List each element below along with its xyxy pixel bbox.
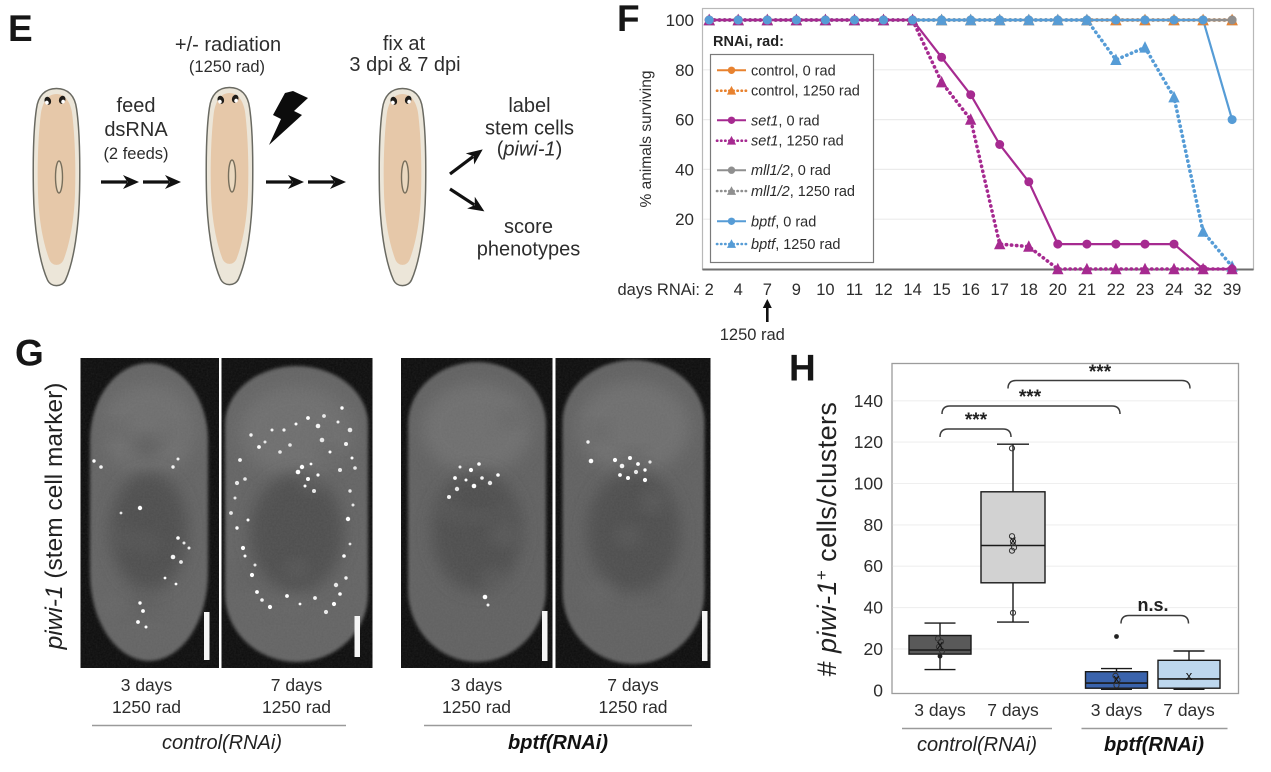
svg-text:100: 100 [666,11,694,30]
svg-text:(2 feeds): (2 feeds) [103,145,168,163]
svg-text:7 days: 7 days [271,675,323,695]
svg-text:+/- radiation: +/- radiation [175,34,281,56]
svg-text:20: 20 [675,210,694,229]
svg-text:control(RNAi): control(RNAi) [162,732,282,754]
svg-text:60: 60 [675,111,694,130]
svg-text:1250 rad: 1250 rad [720,326,785,344]
svg-text:120: 120 [854,432,883,452]
svg-text:set1, 0 rad: set1, 0 rad [751,113,820,129]
svg-text:RNAi, rad:: RNAi, rad: [713,34,784,50]
svg-text:10: 10 [816,281,834,299]
svg-text:15: 15 [932,281,950,299]
svg-text:3 days: 3 days [451,675,503,695]
svg-text:0: 0 [873,680,883,700]
svg-text:% animals surviving: % animals surviving [638,71,655,208]
svg-text:7: 7 [763,281,772,299]
svg-text:***: *** [1089,362,1112,383]
svg-text:x: x [1186,668,1193,683]
svg-text:stem cells: stem cells [485,118,574,140]
svg-text:(piwi-1): (piwi-1) [497,139,563,161]
svg-text:3 days: 3 days [1091,700,1143,720]
svg-text:11: 11 [846,281,863,299]
svg-text:G: G [15,333,44,374]
svg-text:7 days: 7 days [987,700,1039,720]
svg-text:16: 16 [962,281,980,299]
svg-text:1250 rad: 1250 rad [598,697,667,717]
svg-text:# piwi-1+ cells/clusters: # piwi-1+ cells/clusters [812,402,842,677]
svg-text:label: label [508,95,550,117]
svg-text:fix at: fix at [383,33,426,55]
svg-text:1250 rad: 1250 rad [112,697,181,717]
svg-text:18: 18 [1020,281,1038,299]
svg-text:score: score [504,216,553,238]
svg-text:21: 21 [1078,281,1096,299]
svg-text:(1250 rad): (1250 rad) [189,58,265,76]
svg-text:***: *** [1019,387,1042,408]
svg-text:x: x [937,637,944,652]
svg-text:control, 0 rad: control, 0 rad [751,63,836,79]
svg-text:mll1/2, 0 rad: mll1/2, 0 rad [751,163,831,179]
svg-text:dsRNA: dsRNA [104,119,168,141]
svg-text:3 dpi & 7 dpi: 3 dpi & 7 dpi [349,54,460,76]
svg-text:9: 9 [792,281,801,299]
svg-text:control, 1250 rad: control, 1250 rad [751,84,860,100]
svg-text:x: x [1010,532,1017,547]
svg-text:22: 22 [1107,281,1125,299]
svg-text:4: 4 [734,281,743,299]
svg-text:H: H [789,348,816,389]
svg-text:7 days: 7 days [1163,700,1215,720]
svg-text:17: 17 [991,281,1009,299]
svg-text:80: 80 [675,61,694,80]
svg-text:piwi-1 (stem cell marker): piwi-1 (stem cell marker) [41,383,68,651]
svg-text:E: E [8,8,33,49]
svg-text:2: 2 [705,281,714,299]
svg-text:bptf, 1250 rad: bptf, 1250 rad [751,237,841,253]
svg-text:14: 14 [903,281,921,299]
svg-text:bptf, 0 rad: bptf, 0 rad [751,214,816,230]
svg-text:32: 32 [1194,281,1212,299]
svg-text:23: 23 [1136,281,1154,299]
svg-text:60: 60 [864,556,884,576]
svg-text:bptf(RNAi): bptf(RNAi) [508,732,608,754]
svg-text:7 days: 7 days [607,675,659,695]
svg-text:20: 20 [1049,281,1067,299]
svg-text:40: 40 [675,160,694,179]
svg-text:3 days: 3 days [914,700,966,720]
svg-text:feed: feed [117,95,156,117]
svg-text:140: 140 [854,391,883,411]
svg-text:control(RNAi): control(RNAi) [917,734,1037,756]
svg-text:bptf(RNAi): bptf(RNAi) [1104,734,1204,756]
svg-text:39: 39 [1223,281,1241,299]
svg-text:F: F [617,0,640,39]
svg-text:***: *** [965,410,988,431]
svg-text:n.s.: n.s. [1137,595,1168,615]
svg-text:40: 40 [864,598,884,618]
svg-text:phenotypes: phenotypes [477,239,580,261]
svg-text:1250 rad: 1250 rad [262,697,331,717]
svg-text:mll1/2, 1250 rad: mll1/2, 1250 rad [751,184,855,200]
svg-text:days RNAi:: days RNAi: [617,281,700,299]
svg-text:12: 12 [874,281,892,299]
svg-text:100: 100 [854,474,883,494]
svg-text:3 days: 3 days [121,675,173,695]
svg-text:20: 20 [864,639,884,659]
svg-text:x: x [1113,671,1120,686]
svg-text:set1, 1250 rad: set1, 1250 rad [751,134,844,150]
svg-text:80: 80 [864,515,884,535]
svg-text:24: 24 [1165,281,1183,299]
svg-text:1250 rad: 1250 rad [442,697,511,717]
